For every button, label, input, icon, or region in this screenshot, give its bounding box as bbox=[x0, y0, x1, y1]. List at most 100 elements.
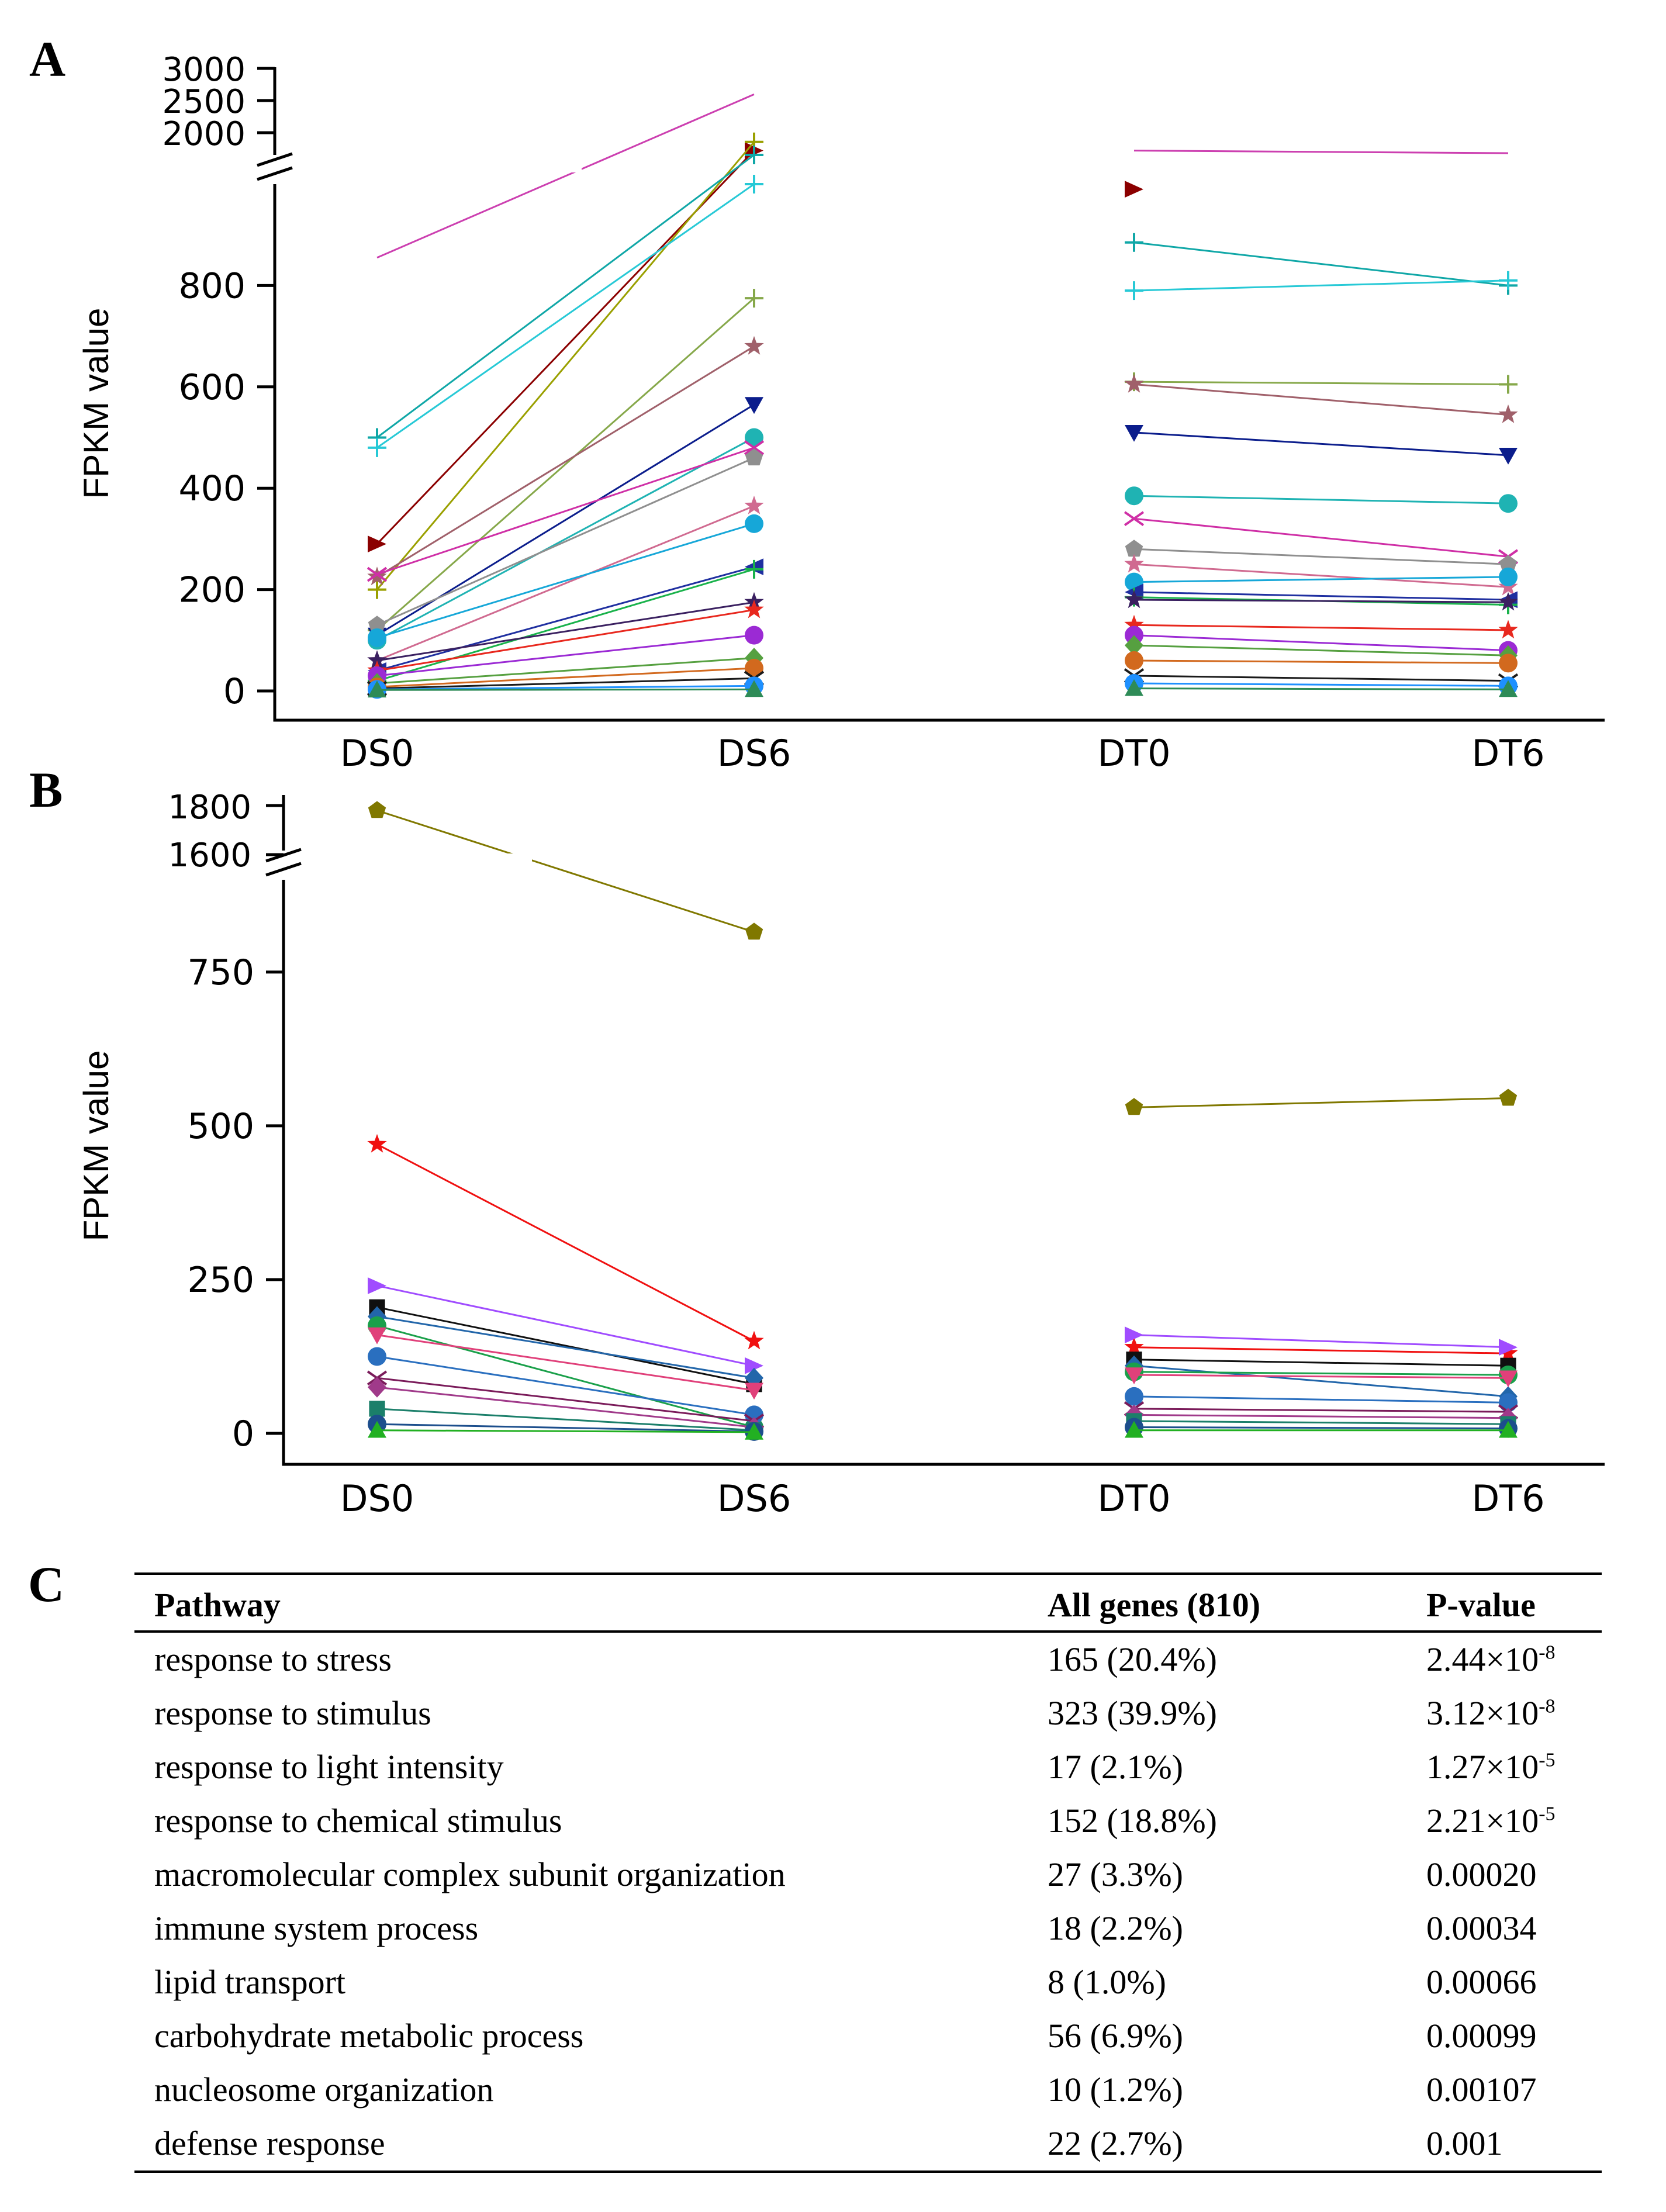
y-tick-label: 250 bbox=[187, 1260, 254, 1301]
data-point-marker bbox=[1499, 654, 1518, 673]
gene-count: 56 (6.9%) bbox=[1048, 2016, 1183, 2055]
p-value-base: 3.12×10 bbox=[1426, 1693, 1539, 1732]
p-value-exponent: -8 bbox=[1539, 1641, 1556, 1664]
series-line-segment bbox=[376, 601, 755, 662]
data-point-marker bbox=[1125, 233, 1143, 252]
data-point-marker bbox=[368, 1377, 386, 1398]
data-point-marker bbox=[745, 448, 763, 466]
series-23 bbox=[368, 679, 1518, 698]
series-4 bbox=[369, 1299, 1516, 1392]
series-line-segment bbox=[1133, 634, 1509, 652]
data-point-marker bbox=[1124, 589, 1144, 609]
table-row: lipid transport 8 (1.0%) 0.00066 bbox=[134, 1955, 1602, 2009]
y-tick-label: 200 bbox=[178, 570, 246, 611]
gene-count: 8 (1.0%) bbox=[1048, 1962, 1166, 2001]
line-break-gap bbox=[529, 149, 582, 172]
p-value: 2.21×10-5 bbox=[1406, 1794, 1602, 1848]
data-point-marker bbox=[1125, 1367, 1143, 1384]
p-value: 1.27×10-5 bbox=[1406, 1740, 1602, 1794]
table-row: macromolecular complex subunit organizat… bbox=[134, 1848, 1602, 1902]
table-row: carbohydrate metabolic process 56 (6.9%) 0… bbox=[134, 2009, 1602, 2063]
series-line-segment bbox=[1133, 1364, 1509, 1398]
y-tick-label: 750 bbox=[187, 952, 254, 993]
data-point-marker bbox=[1499, 448, 1518, 465]
series-22 bbox=[368, 673, 1518, 699]
series-11 bbox=[369, 1401, 1516, 1439]
series-line-segment bbox=[376, 1355, 755, 1416]
panel-b-category-ds0: DS0 bbox=[340, 1477, 414, 1520]
data-point-marker bbox=[368, 438, 386, 457]
series-line-segment bbox=[376, 1315, 755, 1379]
data-point-marker bbox=[368, 1327, 386, 1345]
data-point-marker bbox=[1124, 1337, 1144, 1356]
data-point-marker bbox=[744, 440, 765, 455]
panel-b: B FPKM value 1600 1800 0 250 500 750 DS0 DS… bbox=[29, 762, 1605, 1520]
p-value: 0.00034 bbox=[1406, 1902, 1602, 1955]
data-point-marker bbox=[368, 628, 386, 647]
series-line-segment bbox=[1133, 624, 1509, 631]
panel-a-category-dt6: DT6 bbox=[1471, 732, 1544, 775]
series-10 bbox=[367, 440, 1519, 582]
p-value-base: 0.00066 bbox=[1426, 1962, 1537, 2001]
series-line-segment bbox=[376, 183, 755, 449]
table-row: response to light intensity 17 (2.1%) 1.27… bbox=[134, 1740, 1602, 1794]
series-1 bbox=[376, 94, 1509, 259]
series-line-segment bbox=[1133, 517, 1509, 558]
table-row: defense response 22 (2.7%) 0.001 bbox=[134, 2117, 1602, 2173]
data-point-marker bbox=[1125, 1420, 1143, 1438]
data-point-marker bbox=[745, 514, 763, 533]
gene-count: 27 (3.3%) bbox=[1048, 1855, 1183, 1893]
data-point-marker bbox=[368, 680, 386, 698]
series-line-segment bbox=[376, 1429, 755, 1433]
series-2 bbox=[367, 1133, 1518, 1362]
data-point-marker bbox=[368, 1347, 386, 1366]
p-value: 0.001 bbox=[1406, 2117, 1602, 2173]
series-line-segment bbox=[1133, 1408, 1509, 1413]
data-point-marker bbox=[745, 1357, 763, 1374]
panel-a-tick-upper: 2000 bbox=[162, 115, 246, 153]
data-point-marker bbox=[745, 1422, 763, 1440]
data-point-marker bbox=[1125, 425, 1143, 442]
series-line-segment bbox=[376, 1334, 755, 1391]
data-point-marker bbox=[1124, 374, 1144, 393]
series-line-segment bbox=[1133, 1359, 1509, 1367]
data-point-marker bbox=[1499, 494, 1518, 513]
data-point-marker bbox=[745, 428, 763, 447]
series-line-segment bbox=[1133, 383, 1509, 416]
data-point-marker bbox=[1125, 281, 1143, 300]
series-line-segment bbox=[1133, 1374, 1509, 1379]
y-tick-label: 0 bbox=[232, 1413, 254, 1454]
data-point-marker bbox=[1124, 554, 1144, 573]
data-point-marker bbox=[1499, 375, 1518, 394]
panel-b-category-ds6: DS6 bbox=[717, 1477, 791, 1520]
data-point-marker bbox=[1125, 679, 1143, 696]
data-point-marker bbox=[745, 922, 763, 940]
panel-b-tick-upper: 1600 bbox=[168, 837, 251, 875]
series-line-segment bbox=[1133, 241, 1509, 286]
p-value-exponent: -8 bbox=[1539, 1695, 1556, 1717]
p-value: 2.44×10-8 bbox=[1406, 1632, 1602, 1686]
table-row: response to stimulus 323 (39.9%) 3.12×10-8 bbox=[134, 1686, 1602, 1740]
pathway-name: immune system process bbox=[154, 1909, 479, 1947]
series-11 bbox=[368, 448, 1518, 633]
data-point-marker bbox=[1499, 1370, 1518, 1388]
data-point-marker bbox=[1124, 614, 1144, 634]
gene-count: 323 (39.9%) bbox=[1048, 1693, 1217, 1732]
p-value: 3.12×10-8 bbox=[1406, 1686, 1602, 1740]
series-line-segment bbox=[1133, 644, 1509, 656]
series-line-segment bbox=[1133, 1371, 1509, 1376]
series-line-segment bbox=[1133, 1426, 1509, 1430]
series-line-segment bbox=[376, 437, 755, 641]
p-value-base: 0.001 bbox=[1426, 2124, 1503, 2162]
table-row: nucleosome organization 10 (1.2%) 0.00107 bbox=[134, 2063, 1602, 2117]
data-point-marker bbox=[1499, 1420, 1518, 1438]
pathway-name: defense response bbox=[134, 2117, 1028, 2173]
header-all-genes: All genes (810) bbox=[1028, 1572, 1406, 1633]
y-tick-label: 500 bbox=[187, 1106, 254, 1147]
series-line-segment bbox=[1133, 279, 1509, 292]
p-value: 0.00020 bbox=[1406, 1848, 1602, 1902]
pathway-name: lipid transport bbox=[154, 1962, 346, 2001]
gene-count: 17 (2.1%) bbox=[1048, 1747, 1183, 1786]
data-point-marker bbox=[1125, 635, 1143, 656]
series-8 bbox=[368, 1347, 1518, 1425]
